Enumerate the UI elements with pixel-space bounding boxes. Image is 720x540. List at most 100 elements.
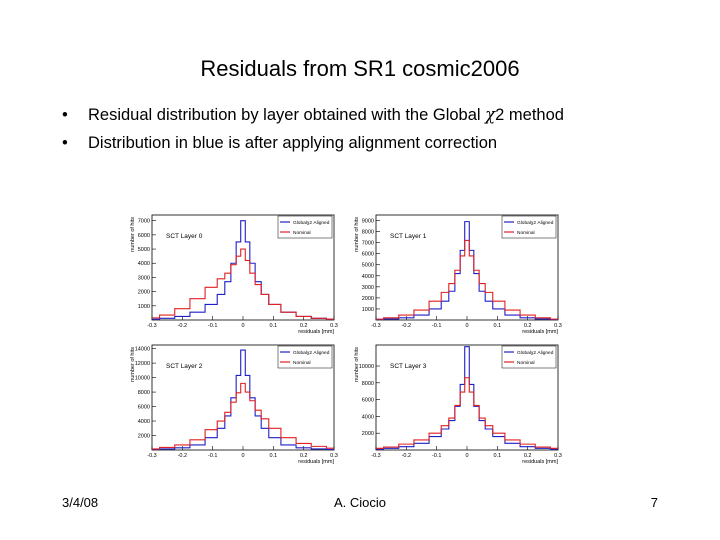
series-line-nominal bbox=[376, 377, 558, 449]
y-tick-label: 3000 bbox=[362, 285, 374, 291]
slide-title: Residuals from SR1 cosmic2006 bbox=[200, 56, 520, 81]
series-line-aligned bbox=[376, 221, 558, 320]
y-tick-label: 2000 bbox=[362, 296, 374, 302]
legend-label: Globalχ2 Aligned bbox=[293, 220, 330, 226]
y-tick-label: 6000 bbox=[362, 398, 374, 404]
x-tick-label: -0.3 bbox=[147, 323, 156, 329]
y-tick-label: 2000 bbox=[138, 434, 150, 440]
bullet-item-method: Residual distribution by layer obtained … bbox=[62, 104, 564, 132]
y-axis-label: number of hits bbox=[130, 217, 136, 252]
legend-label: Globalχ2 Aligned bbox=[517, 220, 554, 226]
series-line-nominal bbox=[152, 382, 334, 450]
legend-box bbox=[501, 345, 557, 369]
y-tick-label: 8000 bbox=[138, 390, 150, 396]
y-tick-label: 6000 bbox=[362, 252, 374, 258]
legend-label: Globalχ2 Aligned bbox=[293, 350, 330, 356]
plot-panel-layer-0: -0.3 -0.2 -0.1 0 0.1 0.2 0.3 1000 2000 3000 4000 50… bbox=[130, 214, 338, 334]
y-tick-label: 8000 bbox=[362, 230, 374, 236]
y-tick-label: 12000 bbox=[135, 361, 150, 367]
x-axis-label: residuals [mm] bbox=[522, 329, 558, 334]
x-axis-label: residuals [mm] bbox=[298, 459, 334, 464]
x-tick-label: 0.3 bbox=[554, 323, 562, 329]
footer-page-number: 7 bbox=[650, 495, 658, 510]
y-tick-label: 7000 bbox=[362, 241, 374, 247]
x-tick-label: 0.1 bbox=[494, 453, 502, 459]
y-tick-label: 4000 bbox=[138, 261, 150, 267]
y-tick-label: 10000 bbox=[359, 364, 374, 370]
bullet-2-text: Distribution in blue is after applying a… bbox=[88, 134, 498, 152]
x-tick-label: 0.3 bbox=[554, 453, 562, 459]
legend-label: Nominal bbox=[293, 360, 311, 366]
legend-box bbox=[277, 345, 333, 369]
x-tick-label: 0.2 bbox=[300, 323, 308, 329]
y-tick-label: 4000 bbox=[362, 414, 374, 420]
x-tick-label: -0.1 bbox=[432, 323, 441, 329]
x-tick-label: 0 bbox=[465, 323, 468, 329]
x-tick-label: -0.2 bbox=[178, 323, 187, 329]
y-tick-label: 5000 bbox=[138, 247, 150, 253]
y-tick-label: 6000 bbox=[138, 233, 150, 239]
bullet-list: Residual distribution by layer obtained … bbox=[62, 104, 564, 160]
x-tick-label: -0.3 bbox=[147, 453, 156, 459]
x-tick-label: 0.1 bbox=[270, 323, 278, 329]
x-tick-label: -0.3 bbox=[371, 453, 380, 459]
x-tick-label: -0.1 bbox=[208, 453, 217, 459]
legend-box bbox=[501, 215, 557, 239]
x-tick-label: 0 bbox=[241, 453, 244, 459]
footer-date: 3/4/08 bbox=[62, 495, 99, 510]
x-tick-label: 0.2 bbox=[524, 323, 532, 329]
y-tick-label: 9000 bbox=[362, 219, 374, 225]
plot-panel-layer-3: -0.3 -0.2 -0.1 0 0.1 0.2 0.3 2000 4000 6000 8000 10… bbox=[354, 344, 562, 464]
plot-title: SCT Layer 1 bbox=[390, 233, 427, 240]
x-tick-label: 0.1 bbox=[494, 323, 502, 329]
x-tick-label: 0.2 bbox=[524, 453, 532, 459]
legend-label: Globalχ2 Aligned bbox=[517, 350, 554, 356]
bullet-1-text: Residual distribution by layer obtained … bbox=[88, 106, 486, 124]
legend-box bbox=[277, 215, 333, 239]
x-tick-label: 0.2 bbox=[300, 453, 308, 459]
y-tick-label: 14000 bbox=[135, 347, 150, 353]
y-tick-label: 7000 bbox=[138, 219, 150, 225]
series-line-aligned bbox=[376, 346, 558, 450]
y-tick-label: 5000 bbox=[362, 263, 374, 269]
y-tick-label: 4000 bbox=[138, 419, 150, 425]
series-line-aligned bbox=[152, 349, 334, 450]
plot-panel-layer-1: -0.3 -0.2 -0.1 0 0.1 0.2 0.3 1000 2000 3000 4000 50… bbox=[354, 214, 562, 334]
x-tick-label: -0.2 bbox=[402, 453, 411, 459]
y-tick-label: 4000 bbox=[362, 274, 374, 280]
x-tick-label: -0.2 bbox=[178, 453, 187, 459]
x-tick-label: 0 bbox=[465, 453, 468, 459]
y-axis-label: number of hits bbox=[354, 217, 360, 252]
x-axis-label: residuals [mm] bbox=[522, 459, 558, 464]
x-tick-label: -0.2 bbox=[402, 323, 411, 329]
plot-panel-layer-2: -0.3 -0.2 -0.1 0 0.1 0.2 0.3 2000 4000 6000 8000 10… bbox=[130, 344, 338, 464]
y-tick-label: 8000 bbox=[362, 381, 374, 387]
x-axis-label: residuals [mm] bbox=[298, 329, 334, 334]
y-tick-label: 2000 bbox=[362, 431, 374, 437]
plot-title: SCT Layer 2 bbox=[166, 363, 203, 370]
bullet-item-blue: Distribution in blue is after applying a… bbox=[62, 132, 564, 160]
legend-label: Nominal bbox=[517, 230, 535, 236]
footer-author: A. Ciocio bbox=[333, 495, 387, 510]
y-tick-label: 2000 bbox=[138, 290, 150, 296]
x-tick-label: -0.1 bbox=[208, 323, 217, 329]
plot-title: SCT Layer 3 bbox=[390, 363, 427, 370]
series-line-nominal bbox=[152, 248, 334, 320]
y-tick-label: 3000 bbox=[138, 275, 150, 281]
x-tick-label: 0.3 bbox=[330, 323, 338, 329]
bullet-1-suffix: 2 method bbox=[495, 106, 564, 124]
y-axis-label: number of hits bbox=[130, 347, 136, 382]
plot-title: SCT Layer 0 bbox=[166, 233, 203, 240]
x-tick-label: 0 bbox=[241, 323, 244, 329]
chi-symbol: χ bbox=[485, 105, 496, 124]
x-tick-label: -0.3 bbox=[371, 323, 380, 329]
x-tick-label: 0.1 bbox=[270, 453, 278, 459]
y-tick-label: 6000 bbox=[138, 405, 150, 411]
x-tick-label: 0.3 bbox=[330, 453, 338, 459]
x-tick-label: -0.1 bbox=[432, 453, 441, 459]
y-tick-label: 1000 bbox=[138, 304, 150, 310]
y-tick-label: 1000 bbox=[362, 307, 374, 313]
legend-label: Nominal bbox=[293, 230, 311, 236]
series-line-nominal bbox=[376, 239, 558, 320]
y-axis-label: number of hits bbox=[354, 347, 360, 382]
